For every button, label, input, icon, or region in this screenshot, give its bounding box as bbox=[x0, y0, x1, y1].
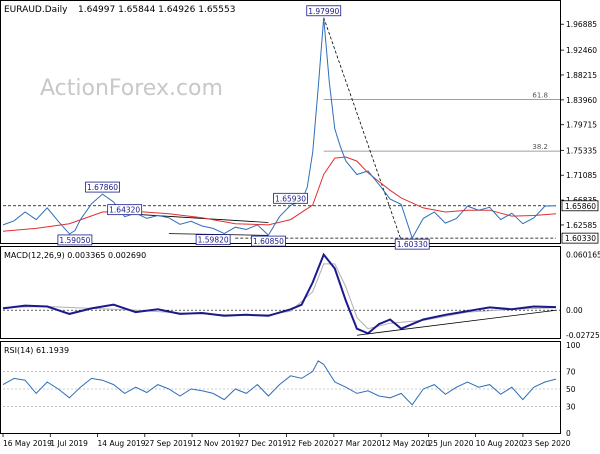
x-tick-label: 12 May 2020 bbox=[381, 439, 430, 448]
macd-trendline bbox=[356, 309, 557, 336]
x-tick-label: 27 Mar 2020 bbox=[334, 439, 382, 448]
price-annotation-label: 1.59050 bbox=[59, 236, 90, 245]
price-annotation-box bbox=[251, 235, 286, 247]
price-ytick-label: 1.96885 bbox=[566, 20, 597, 29]
fib-level-label: 38.2 bbox=[532, 143, 548, 151]
x-tick-label: 16 May 2019 bbox=[3, 439, 52, 448]
price-annotation-box bbox=[85, 181, 120, 193]
rsi-ytick-label: 70 bbox=[566, 367, 576, 376]
price-level-tag bbox=[561, 232, 599, 244]
watermark: ActionForex.com bbox=[40, 76, 223, 101]
price-ytick-label: 1.75335 bbox=[566, 146, 597, 155]
price-annotation-box bbox=[394, 238, 430, 250]
price-ytick-label: 1.92460 bbox=[566, 46, 597, 55]
price-level-tag-label: 1.60330 bbox=[565, 234, 596, 243]
rsi-ytick-label: 30 bbox=[566, 403, 576, 412]
macd-ytick-label: -0.02725 bbox=[566, 331, 600, 340]
trendline bbox=[323, 17, 402, 241]
price-annotation-box bbox=[107, 204, 143, 216]
rsi-line bbox=[2, 360, 557, 406]
x-tick-label: 1 Jul 2019 bbox=[50, 439, 88, 448]
price-annotation-box bbox=[57, 234, 93, 246]
chart-header-ohlc: 1.64997 1.65844 1.64926 1.65553 bbox=[78, 5, 235, 15]
price-annotation-label: 1.64320 bbox=[109, 206, 140, 215]
price-ytick-label: 1.62585 bbox=[566, 221, 597, 230]
macd-line bbox=[2, 252, 557, 335]
x-tick-label: 12 Feb 2020 bbox=[287, 439, 334, 448]
price-ytick-label: 1.71085 bbox=[566, 171, 597, 180]
price-annotation-label: 1.97990 bbox=[308, 7, 339, 16]
x-tick-label: 10 Aug 2020 bbox=[476, 439, 524, 448]
x-tick-label: 27 Sep 2019 bbox=[145, 439, 193, 448]
price-annotation-label: 1.59820 bbox=[198, 236, 229, 245]
chart-header-instrument: EURAUD.Daily bbox=[4, 5, 68, 15]
x-tick-label: 23 Sep 2020 bbox=[523, 439, 571, 448]
price-annotation-label: 1.65930 bbox=[275, 194, 306, 203]
x-tick-label: 14 Aug 2019 bbox=[98, 439, 146, 448]
macd-title: MACD(12,26,9) 0.003365 0.002690 bbox=[4, 251, 146, 260]
price-annotation-label: 1.67860 bbox=[87, 183, 118, 192]
macd-ytick-label: 0.060165 bbox=[566, 251, 600, 260]
rsi-ytick-label: 50 bbox=[566, 385, 576, 394]
price-annotation-box bbox=[273, 192, 308, 204]
price-annotation-label: 1.60850 bbox=[253, 237, 284, 246]
macd-ytick-label: 0.00 bbox=[566, 306, 583, 315]
rsi-panel-frame bbox=[0, 341, 561, 434]
price-annotation-box bbox=[306, 5, 342, 17]
price-ytick-label: 1.79715 bbox=[566, 121, 597, 130]
x-tick-label: 12 Nov 2019 bbox=[192, 439, 240, 448]
fib-level-label: 61.8 bbox=[532, 92, 548, 100]
price-level-tag-label: 1.65860 bbox=[565, 202, 596, 211]
x-tick-label: 27 Dec 2019 bbox=[239, 439, 287, 448]
x-tick-label: 25 Jun 2020 bbox=[428, 439, 473, 448]
price-ytick-label: 1.83960 bbox=[566, 96, 597, 105]
price-ytick-label: 1.88215 bbox=[566, 71, 597, 80]
rsi-ytick-label: 0 bbox=[566, 429, 571, 438]
rsi-ytick-label: 100 bbox=[566, 341, 581, 350]
price-level-tag bbox=[561, 200, 599, 212]
price-annotation-label: 1.60330 bbox=[397, 240, 428, 249]
rsi-title: RSI(14) 61.1939 bbox=[4, 346, 69, 355]
price-annotation-box bbox=[195, 234, 231, 246]
